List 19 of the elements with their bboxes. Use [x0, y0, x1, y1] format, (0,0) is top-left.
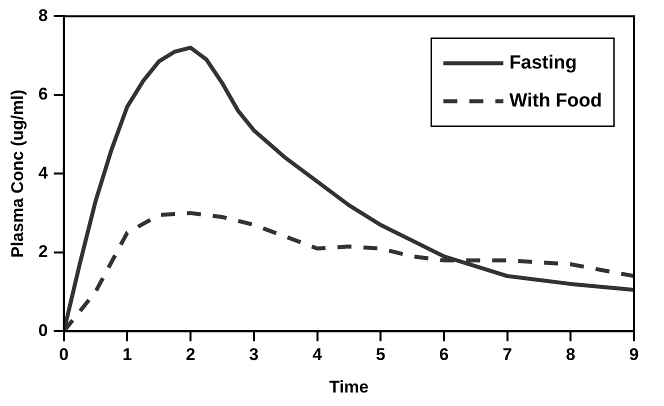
x-tick-label: 3 [249, 345, 259, 364]
x-axis-title: Time [329, 377, 369, 396]
legend-label: Fasting [509, 52, 577, 74]
x-tick-label: 0 [59, 345, 69, 364]
y-tick-label: 2 [38, 242, 48, 262]
x-tick-label: 9 [629, 345, 639, 364]
y-axis-title: Plasma Conc (ug/ml) [8, 90, 27, 258]
x-tick-label: 8 [566, 345, 576, 364]
y-tick-label: 0 [38, 320, 48, 340]
x-tick-label: 6 [439, 345, 449, 364]
y-tick-label: 6 [38, 84, 48, 104]
legend-label: With Food [509, 90, 602, 112]
x-tick-label: 1 [122, 345, 132, 364]
x-tick-label: 7 [502, 345, 512, 364]
y-tick-label: 8 [38, 6, 48, 25]
y-tick-label: 4 [38, 163, 48, 182]
x-tick-label: 4 [312, 345, 323, 364]
x-tick-label: 5 [376, 345, 386, 364]
x-tick-label: 2 [186, 345, 196, 364]
